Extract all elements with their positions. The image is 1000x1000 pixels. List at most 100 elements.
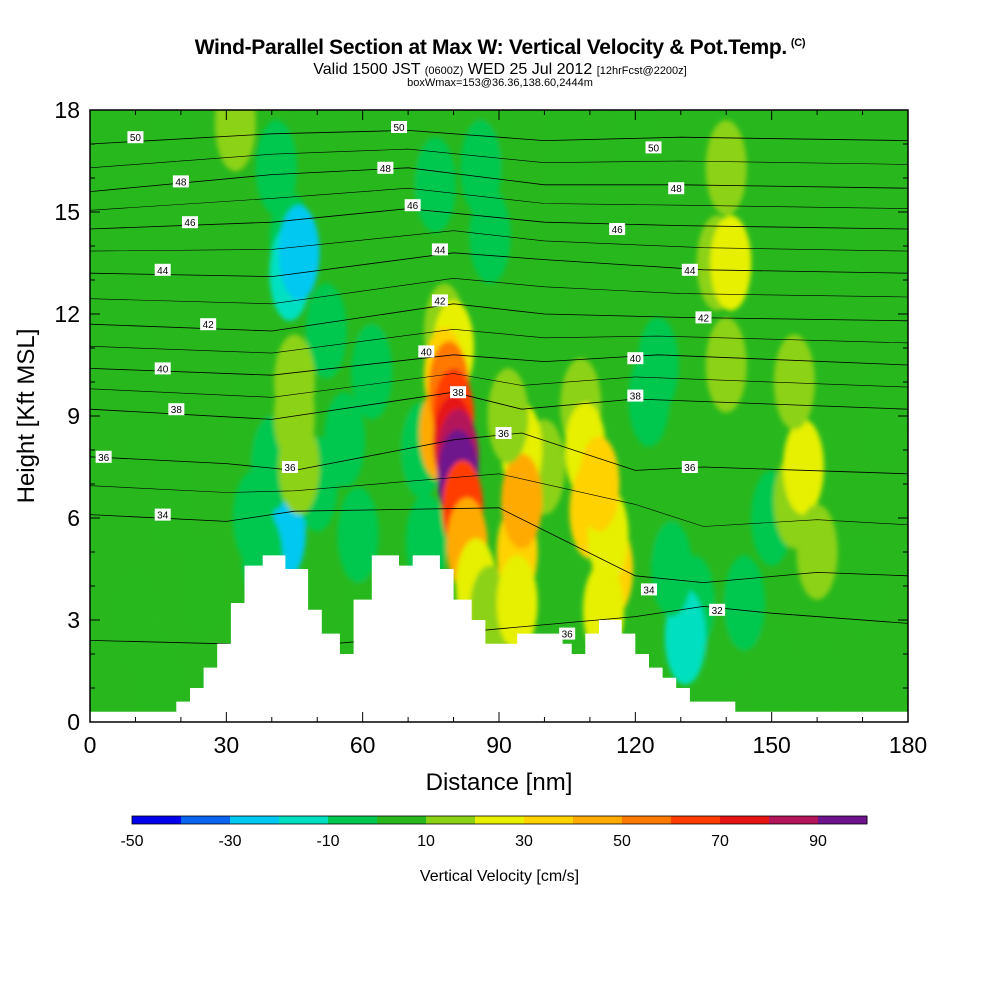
isentrope-label: 34 — [154, 508, 171, 522]
colorbar-segment — [671, 816, 721, 824]
velocity-cell — [819, 198, 861, 294]
isentrope-label-text: 38 — [171, 405, 183, 416]
colorbar-segment — [328, 816, 378, 824]
velocity-cell — [90, 110, 120, 199]
colorbar-segment — [573, 816, 623, 824]
isentrope-label: 50 — [127, 131, 144, 144]
velocity-cell — [578, 436, 620, 532]
valid-date: WED 25 Jul 2012 — [467, 61, 593, 78]
isentrope-label-text: 38 — [453, 388, 465, 399]
velocity-cell — [469, 188, 511, 284]
x-tick-label: 60 — [350, 732, 376, 758]
isentrope-label-text: 40 — [630, 354, 642, 365]
velocity-cell — [496, 555, 538, 651]
isentrope-label: 46 — [181, 216, 198, 229]
colorbar-segment — [181, 816, 231, 824]
velocity-cell — [151, 453, 193, 549]
colorbar-tick-label: 50 — [613, 833, 631, 850]
isentrope-label: 40 — [154, 362, 171, 375]
velocity-cell — [705, 120, 747, 216]
isentrope-label-bg — [709, 603, 726, 616]
isentrope-label: 36 — [281, 461, 298, 474]
isentrope-label: 38 — [627, 389, 644, 403]
isentrope-label: 38 — [450, 386, 467, 399]
isentrope-label-text: 38 — [630, 392, 642, 403]
isentrope-label: 42 — [200, 318, 217, 331]
isentrope-label-bg — [168, 403, 185, 416]
isentrope-label: 50 — [391, 121, 408, 134]
colorbar-segment — [132, 816, 182, 824]
isentrope-label-bg — [431, 243, 448, 256]
y-tick-label: 3 — [67, 607, 80, 633]
isentrope-label-bg — [609, 223, 626, 235]
velocity-cell — [124, 368, 165, 464]
colorbar-segment — [475, 816, 525, 824]
isentrope-label-text: 50 — [648, 143, 660, 154]
isentrope-labels: 50 50 50 48 48 48 46 46 46 44 44 44 42 42 42 40 40 40 38 38… — [95, 121, 726, 641]
isentrope-label-text: 42 — [434, 296, 446, 307]
velocity-cell — [351, 324, 393, 420]
isentrope-label-text: 36 — [98, 453, 110, 464]
velocity-cell — [105, 283, 147, 379]
isentrope-label: 32 — [709, 603, 726, 617]
isentrope-label-text: 44 — [157, 266, 169, 277]
isentrope-label: 50 — [645, 141, 662, 154]
isentrope-label-bg — [450, 386, 467, 399]
isentrope-line — [90, 167, 908, 192]
isentrope-label-text: 48 — [175, 177, 187, 188]
isentrope-label-bg — [154, 263, 171, 276]
velocity-cell — [614, 110, 656, 185]
isentrope-label-text: 48 — [671, 184, 683, 195]
colorbar-tick-label: -30 — [218, 833, 241, 850]
isentrope-line — [90, 303, 908, 332]
chart-subtitle: Valid 1500 JST (0600Z) WED 25 Jul 2012 [… — [0, 61, 1000, 79]
isentrope-label-bg — [695, 311, 712, 324]
velocity-cell — [773, 334, 815, 430]
isentrope-line — [90, 473, 908, 527]
velocity-cell — [305, 283, 347, 379]
x-axis: 0 30 60 90 120 150 180 — [84, 110, 927, 758]
velocity-cell — [183, 538, 225, 634]
velocity-cell — [637, 317, 679, 413]
x-axis-label: Distance [nm] — [426, 769, 573, 796]
velocity-cell — [864, 368, 906, 464]
isentrope-label-bg — [431, 294, 448, 307]
colorbar-tick-label: 90 — [809, 833, 827, 850]
isentrope-label-bg — [495, 427, 512, 439]
isentrope-line — [90, 230, 908, 252]
velocity-cell — [842, 538, 884, 634]
velocity-cell — [592, 198, 634, 294]
isentrope-label-text: 44 — [434, 245, 446, 256]
isentrope-label: 46 — [404, 199, 421, 212]
isentrope-label: 40 — [627, 352, 644, 365]
velocity-cell — [546, 110, 588, 199]
colorbar-segment — [279, 816, 329, 824]
colorbar-label: Vertical Velocity [cm/s] — [420, 868, 579, 885]
isentrope-label-bg — [181, 216, 198, 229]
velocity-cell — [501, 453, 543, 549]
isentrope-label-text: 46 — [612, 225, 624, 236]
box-info: boxWmax=153@36.36,138.60,2444m — [407, 77, 593, 89]
isentrope-label-bg — [127, 131, 144, 144]
forecast-info: [12hrFcst@2200z] — [596, 65, 687, 77]
isentrope-label: 46 — [609, 223, 626, 236]
isentrope-label-text: 36 — [284, 463, 296, 474]
y-tick-label: 18 — [54, 97, 80, 123]
isentrope-label-text: 36 — [498, 429, 510, 440]
y-tick-label: 12 — [54, 301, 80, 327]
isentrope-label-bg — [391, 121, 408, 133]
isentrope-label: 44 — [681, 263, 698, 277]
velocity-cell — [137, 633, 179, 722]
isentrope-label: 38 — [168, 403, 185, 416]
isentrope-label-bg — [172, 175, 189, 188]
isentrope-label-text: 40 — [157, 364, 169, 375]
chart-title: Wind-Parallel Section at Max W: Vertical… — [0, 36, 1000, 60]
isentrope-label-text: 42 — [203, 320, 215, 331]
y-tick-label: 9 — [67, 403, 80, 429]
isentrope-label-text: 46 — [407, 201, 419, 212]
colorbar-segment — [377, 816, 427, 824]
isentrope-label: 36 — [495, 427, 512, 440]
velocity-cell — [796, 504, 838, 600]
isentrope-label: 36 — [95, 450, 112, 464]
